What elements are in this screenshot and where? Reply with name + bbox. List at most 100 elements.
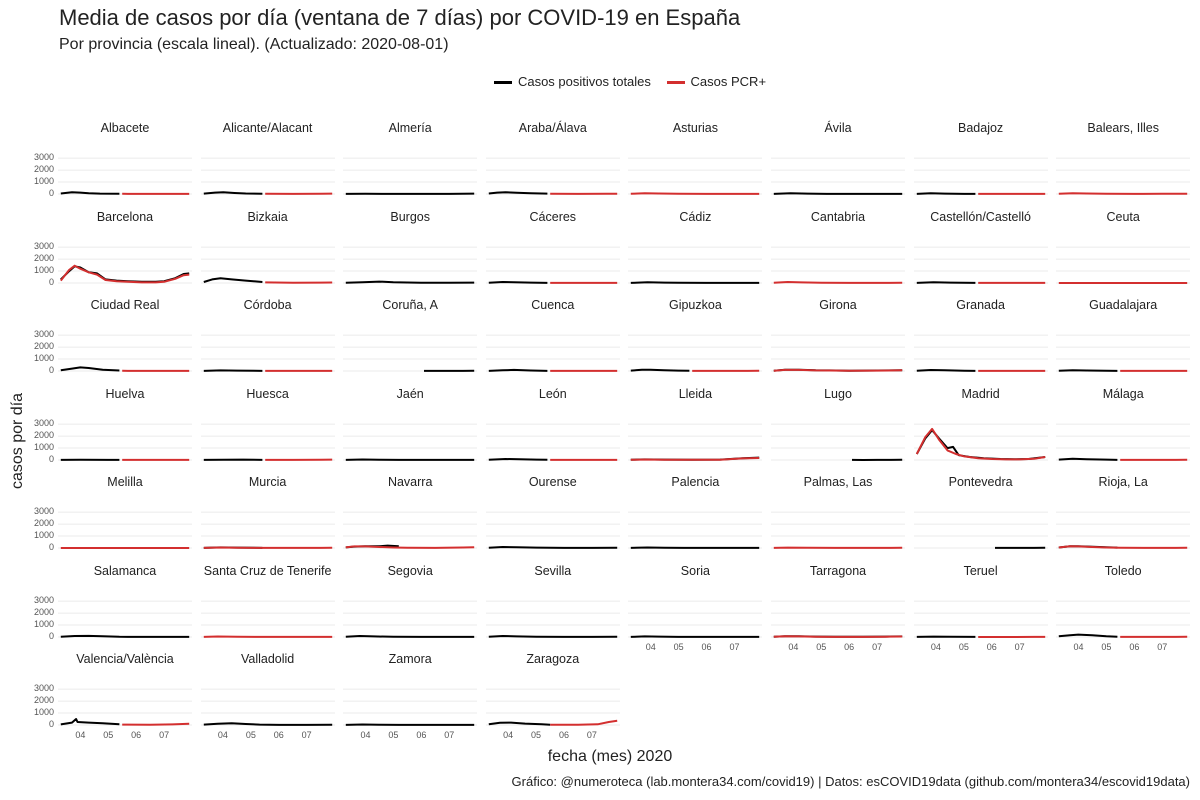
panel-title: Gipuzkoa xyxy=(668,298,722,312)
series-line-total xyxy=(488,191,548,195)
x-tick-label: 06 xyxy=(1129,641,1140,652)
panel-title: Melilla xyxy=(107,475,143,489)
chart-caption: Gráfico: @numeroteca (lab.montera34.com/… xyxy=(511,774,1190,789)
panel-title: Bizkaia xyxy=(247,209,288,224)
series-line-pcr xyxy=(345,545,475,549)
panel-title: Cáceres xyxy=(529,209,577,224)
panel-title: Ourense xyxy=(528,475,577,489)
y-tick-label: 0 xyxy=(48,453,54,464)
panel-title: Coruña, A xyxy=(382,298,438,312)
y-tick-label: 3000 xyxy=(33,683,54,694)
series-line-total xyxy=(203,191,263,195)
y-tick-label: 0 xyxy=(48,542,54,552)
panel-plot xyxy=(1056,246,1191,284)
legend-swatch-pcr xyxy=(666,81,685,85)
panel-22: Granada xyxy=(913,298,1048,386)
series-line-total xyxy=(631,634,760,638)
x-tick-label: 07 xyxy=(159,730,170,740)
y-tick-label: 1000 xyxy=(33,530,54,541)
series-line-total xyxy=(631,280,760,284)
panel-36: Palencia xyxy=(628,475,763,563)
panel-37: Palmas, Las xyxy=(771,475,905,563)
series-line-total xyxy=(1058,457,1118,461)
series-line-total xyxy=(1058,633,1118,638)
panel-title: Santa Cruz de Tenerife xyxy=(203,563,332,578)
panel-plot xyxy=(200,246,335,284)
panel-39: Rioja, La xyxy=(1056,475,1191,563)
series-line-total xyxy=(488,280,548,284)
y-tick-label: 3000 xyxy=(33,506,54,517)
panel-40: Salamanca 0 1000 2000 3000 xyxy=(34,564,192,652)
y-tick-label: 2000 xyxy=(33,518,54,529)
panel-plot xyxy=(1056,334,1191,372)
panel-title: Guadalajara xyxy=(1089,298,1158,312)
x-tick-label: 06 xyxy=(273,730,284,740)
panel-0: Albacete 0 1000 2000 3000 xyxy=(34,121,192,209)
panel-43: Sevilla xyxy=(485,564,620,652)
series-line-total xyxy=(488,368,548,372)
series-line-total xyxy=(345,634,475,638)
panel-plot xyxy=(913,511,1048,549)
panel-title: Cádiz xyxy=(679,209,712,224)
panel-plot xyxy=(485,511,620,549)
panel-plot xyxy=(200,157,335,195)
panel-title: Albacete xyxy=(100,121,150,135)
panel-plot xyxy=(628,157,763,195)
x-tick-label: 06 xyxy=(558,730,569,740)
panel-plot xyxy=(200,600,335,638)
series-line-pcr xyxy=(60,264,190,283)
x-tick-label: 04 xyxy=(75,730,86,740)
panel-2: Almería xyxy=(343,121,478,209)
panel-plot xyxy=(200,511,335,549)
panel-title: Tarragona xyxy=(809,563,867,578)
panel-plot xyxy=(343,600,478,638)
x-tick-label: 07 xyxy=(586,730,597,740)
panel-51: Zaragoza 04 05 06 07 xyxy=(485,652,620,740)
panel-plot xyxy=(771,334,905,372)
panel-plot xyxy=(1056,157,1191,195)
y-tick-label: 2000 xyxy=(33,252,54,263)
panel-46: Teruel 04 05 06 07 xyxy=(913,563,1048,652)
y-tick-label: 3000 xyxy=(33,417,54,428)
panel-25: Huesca xyxy=(200,387,335,475)
panel-27: León xyxy=(485,386,620,475)
y-tick-label: 0 xyxy=(48,276,54,287)
x-tick-label: 07 xyxy=(444,730,455,740)
series-line-total xyxy=(60,634,190,638)
panel-title: Zamora xyxy=(388,652,432,666)
y-tick-label: 1000 xyxy=(33,707,54,718)
panel-plot xyxy=(200,423,335,461)
panel-title: León xyxy=(538,386,567,401)
y-axis-label: casos por día xyxy=(9,392,26,489)
panel-plot xyxy=(913,246,1048,284)
x-tick-label: 04 xyxy=(217,730,228,740)
panel-title: Ávila xyxy=(824,121,852,135)
panel-plot xyxy=(485,600,620,638)
panel-plot xyxy=(58,423,192,461)
panel-9: Bizkaia xyxy=(200,209,335,298)
panel-title: Palencia xyxy=(671,475,720,489)
panel-10: Burgos xyxy=(343,210,478,298)
panel-plot xyxy=(913,334,1048,372)
series-line-total xyxy=(488,457,548,461)
panel-title: Teruel xyxy=(963,563,998,578)
panel-plot xyxy=(58,511,192,549)
panel-title: Badajoz xyxy=(958,121,1004,135)
panel-20: Gipuzkoa xyxy=(628,298,763,386)
y-tick-label: 1000 xyxy=(33,618,54,629)
panel-title: Araba/Álava xyxy=(518,121,587,135)
panel-plot xyxy=(343,511,478,549)
panel-plot xyxy=(485,688,620,726)
panel-title: Huelva xyxy=(105,386,145,401)
panel-plot xyxy=(200,688,335,726)
panel-plot xyxy=(343,334,478,372)
y-tick-label: 0 xyxy=(48,719,54,729)
x-tick-label: 04 xyxy=(645,641,656,652)
panel-plot xyxy=(58,334,192,372)
panel-plot xyxy=(628,511,763,549)
panel-title: Segovia xyxy=(387,563,433,578)
panel-title: Ciudad Real xyxy=(90,298,160,312)
panel-title: Lleida xyxy=(678,386,713,401)
x-tick-label: 05 xyxy=(531,730,542,740)
panel-plot xyxy=(771,511,905,549)
